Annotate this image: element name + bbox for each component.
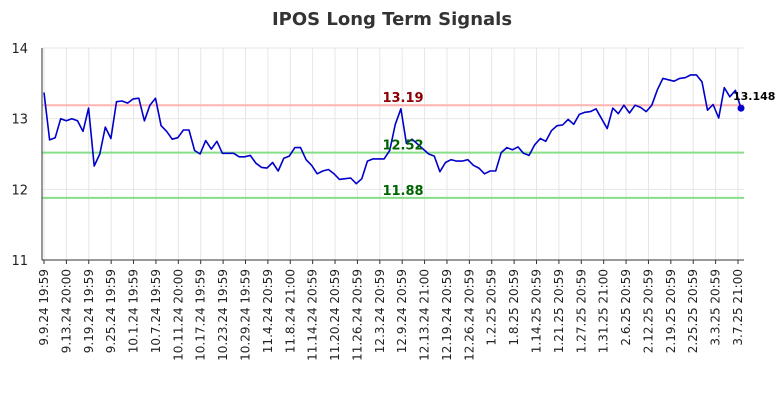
x-tick-label: 12.19.24 20:59 — [440, 269, 454, 361]
axes: 11 12 13 14 9.9.24 19:59 9.13.24 20:00 9.19.24… — [11, 42, 745, 361]
x-tick-label: 10.29.24 19:59 — [238, 269, 252, 361]
y-tick-label: 12 — [11, 183, 28, 198]
x-tick-label: 2.6.25 20:59 — [619, 269, 633, 346]
signal-level-label: 12.52 — [382, 139, 423, 154]
x-tick-label: 9.13.24 20:00 — [59, 269, 73, 353]
x-tick-label: 10.1.24 19:59 — [127, 269, 141, 353]
last-value-marker — [737, 104, 745, 112]
x-tick-label: 10.7.24 19:59 — [149, 269, 163, 353]
x-tick-label: 12.3.24 20:59 — [373, 269, 387, 353]
price-series-line — [43, 74, 742, 185]
x-tick-label: 11.14.24 20:59 — [306, 269, 320, 361]
x-tick-label: 1.14.25 20:59 — [530, 269, 544, 353]
series-layer — [43, 74, 745, 185]
chart-title: IPOS Long Term Signals — [272, 9, 512, 30]
y-tick-label: 11 — [11, 254, 28, 269]
x-tick-label: 9.25.24 19:59 — [104, 269, 118, 353]
x-tick-label: 11.4.24 20:59 — [261, 269, 275, 353]
x-tick-label: 2.12.25 20:59 — [641, 269, 655, 353]
x-tick-label: 12.13.24 21:00 — [418, 269, 432, 361]
x-tick-label: 3.7.25 21:00 — [731, 269, 745, 346]
x-tick-label: 1.8.25 20:59 — [507, 269, 521, 346]
x-tick-label: 10.11.24 20:00 — [171, 269, 185, 361]
grid-layer — [42, 47, 744, 261]
x-tick-label: 1.21.25 20:59 — [552, 269, 566, 353]
x-tick-label: 11.26.24 20:59 — [350, 269, 364, 361]
x-tick-label: 11.20.24 20:59 — [328, 269, 342, 361]
x-tick-label: 2.25.25 20:59 — [686, 269, 700, 353]
x-tick-label: 1.2.25 20:59 — [485, 269, 499, 346]
y-tick-label: 14 — [11, 42, 28, 57]
x-tick-label: 12.9.24 20:59 — [395, 269, 409, 353]
x-tick-label: 1.31.25 21:00 — [597, 269, 611, 353]
x-tick-label: 10.17.24 19:59 — [194, 269, 208, 361]
x-tick-label: 9.9.24 19:59 — [37, 269, 51, 346]
x-tick-label: 2.19.25 20:59 — [664, 269, 678, 353]
x-tick-label: 1.27.25 20:59 — [574, 269, 588, 353]
signal-level-label: 13.19 — [382, 91, 423, 106]
signal-level-label: 11.88 — [382, 184, 423, 199]
x-tick-label: 3.3.25 20:59 — [709, 269, 723, 346]
label-layer: 13.19 12.52 11.88 13.148 — [382, 90, 775, 199]
level-lines — [42, 104, 744, 199]
last-value-label: 13.148 — [733, 90, 775, 103]
y-tick-label: 13 — [11, 113, 28, 128]
x-tick-label: 9.19.24 19:59 — [82, 269, 96, 353]
x-tick-label: 10.23.24 19:59 — [216, 269, 230, 361]
x-tick-label: 11.8.24 21:00 — [283, 269, 297, 353]
x-tick-label: 12.26.24 20:59 — [462, 269, 476, 361]
